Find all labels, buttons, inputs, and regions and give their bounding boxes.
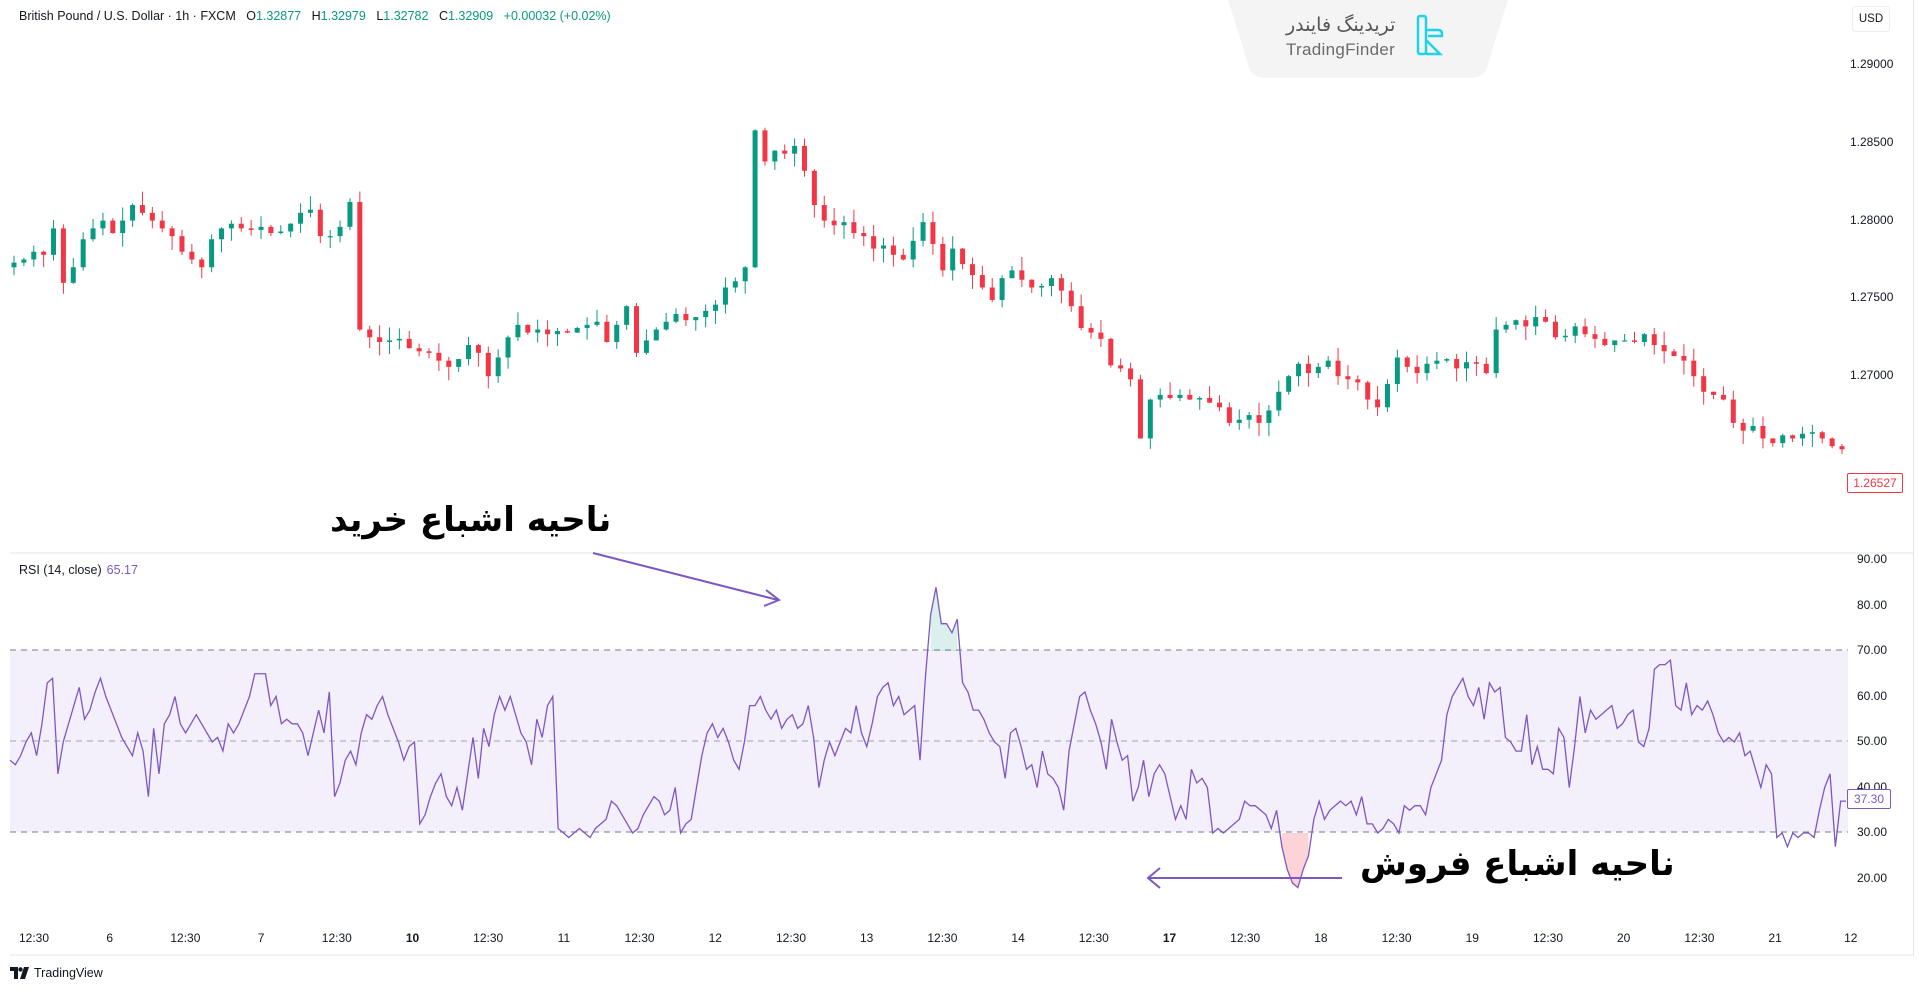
time-tick: 12:30 xyxy=(170,931,201,945)
tradingview-label: TradingView xyxy=(34,966,103,980)
time-tick: 12:30 xyxy=(775,931,807,945)
close-value: 1.32909 xyxy=(447,9,494,23)
time-tick: 12:30 xyxy=(1381,931,1412,945)
open-value: 1.32877 xyxy=(255,9,302,23)
tradingfinder-logo: تریدینگ فایندر TradingFinder xyxy=(1228,0,1508,78)
rsi-line xyxy=(9,587,1846,889)
candlestick-series xyxy=(11,127,1845,454)
time-tick: 10 xyxy=(405,931,420,945)
overbought-annotation: ناحیه اشباع خرید xyxy=(330,500,612,540)
chart-frame xyxy=(10,0,1914,956)
rsi-tick: 70.00 xyxy=(1857,643,1888,657)
time-tick: 20 xyxy=(1617,931,1631,945)
price-tick: 1.27500 xyxy=(1850,290,1894,305)
time-tick: 12:30 xyxy=(1532,931,1564,945)
time-tick: 6 xyxy=(106,931,114,945)
price-tick: 1.28000 xyxy=(1850,212,1894,227)
rsi-tick: 80.00 xyxy=(1857,597,1888,612)
change-value: +0.00032 (+0.02%) xyxy=(503,9,611,23)
tradingview-brand[interactable]: TradingView xyxy=(10,966,103,980)
oversold-arrow-icon xyxy=(1146,867,1342,889)
rsi-tick: 50.00 xyxy=(1857,734,1888,748)
rsi-tick: 20.00 xyxy=(1857,870,1888,885)
rsi-tick: 60.00 xyxy=(1857,688,1888,703)
tradingfinder-logo-icon xyxy=(1416,14,1444,56)
rsi-value: 65.17 xyxy=(106,563,138,577)
logo-text-en: TradingFinder xyxy=(1286,40,1396,59)
time-tick: 14 xyxy=(1011,931,1025,945)
rsi-current-label: 37.30 xyxy=(1847,789,1891,809)
time-tick: 12:30 xyxy=(927,931,958,945)
price-tick: 1.27000 xyxy=(1850,368,1894,383)
current-price-label: 1.26527 xyxy=(1847,473,1903,493)
time-tick: 21 xyxy=(1768,931,1782,945)
time-tick: 18 xyxy=(1314,931,1328,945)
time-tick: 12:30 xyxy=(1078,931,1109,945)
price-tick: 1.28500 xyxy=(1850,134,1894,149)
rsi-tick: 30.00 xyxy=(1857,825,1888,839)
time-tick: 12:30 xyxy=(1684,931,1715,945)
rsi-tick: 90.00 xyxy=(1857,552,1888,566)
low-value: 1.32782 xyxy=(383,9,429,23)
time-tick: 11 xyxy=(557,931,571,945)
symbol-title: British Pound / U.S. Dollar · 1h · FXCM xyxy=(19,9,236,23)
time-tick: 12 xyxy=(708,931,722,945)
time-tick: 7 xyxy=(257,931,265,945)
time-tick: 12:30 xyxy=(321,931,352,945)
time-tick: 17 xyxy=(1162,931,1177,945)
time-tick: 12 xyxy=(1844,931,1858,945)
high-value: 1.32979 xyxy=(320,9,366,23)
rsi-title: RSI (14, close) xyxy=(19,563,102,577)
logo-text-fa: تریدینگ فایندر xyxy=(1286,15,1396,36)
time-tick: 12:30 xyxy=(473,931,504,945)
overbought-arrow-icon xyxy=(592,552,782,607)
time-tick: 12:30 xyxy=(1230,931,1261,945)
time-tick: 12:30 xyxy=(624,931,655,945)
symbol-legend[interactable]: British Pound / U.S. Dollar · 1h · FXCM … xyxy=(19,9,611,23)
time-tick: 12:30 xyxy=(18,931,50,945)
time-tick: 19 xyxy=(1465,931,1479,945)
tradingview-logo-icon xyxy=(10,967,29,979)
currency-button[interactable]: USD xyxy=(1852,6,1890,32)
oversold-annotation: ناحیه اشباع فروش xyxy=(1360,844,1675,884)
rsi-legend[interactable]: RSI (14, close) 65.17 xyxy=(19,563,138,577)
time-tick: 13 xyxy=(860,931,874,945)
price-tick: 1.29000 xyxy=(1850,57,1894,71)
